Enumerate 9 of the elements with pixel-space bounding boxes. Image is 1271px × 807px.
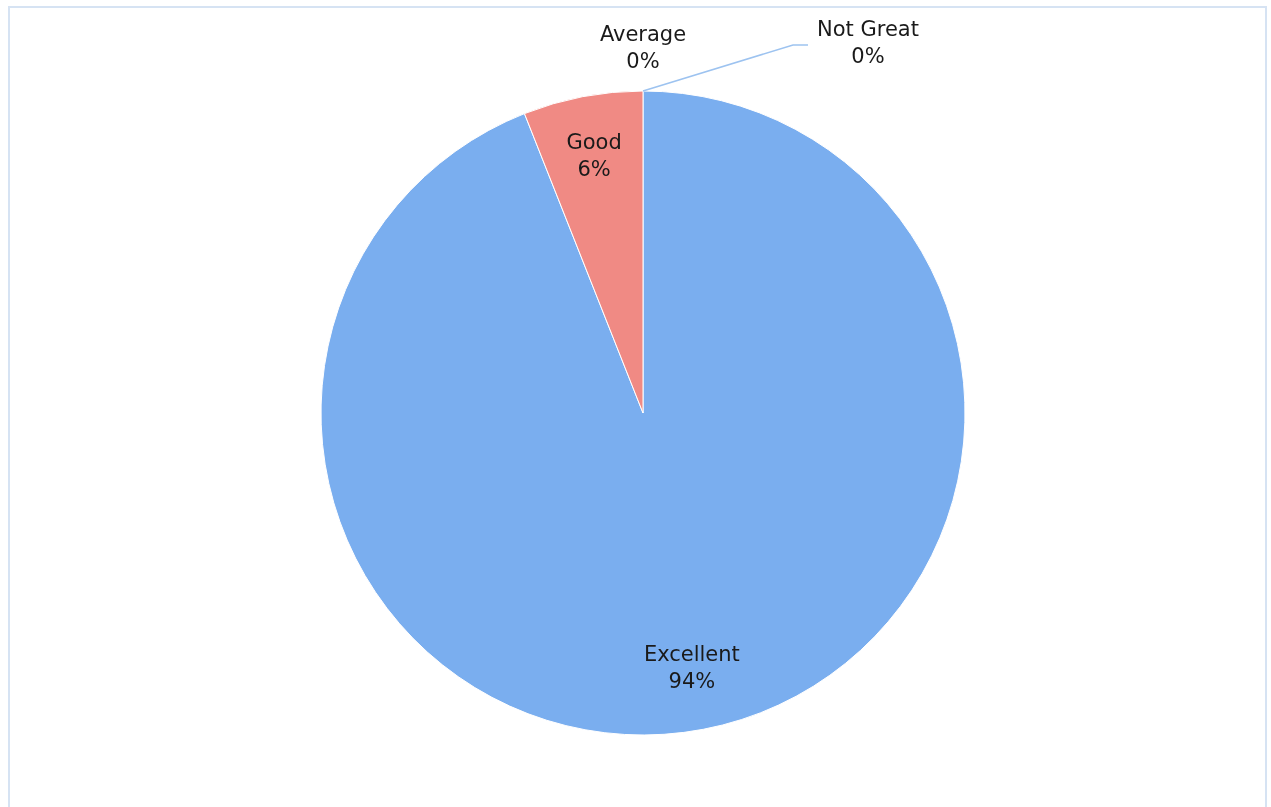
data-label: 94% [668, 669, 716, 694]
text: 0% [851, 44, 885, 68]
category-label: Average [599, 22, 687, 46]
pie-slice [320, 90, 966, 735]
category-label: Not Great [817, 17, 919, 41]
slice-label: Good [566, 129, 622, 154]
slice-label: Excellent [643, 642, 740, 667]
text: 0% [626, 49, 660, 73]
data-label: 6% [577, 156, 611, 181]
